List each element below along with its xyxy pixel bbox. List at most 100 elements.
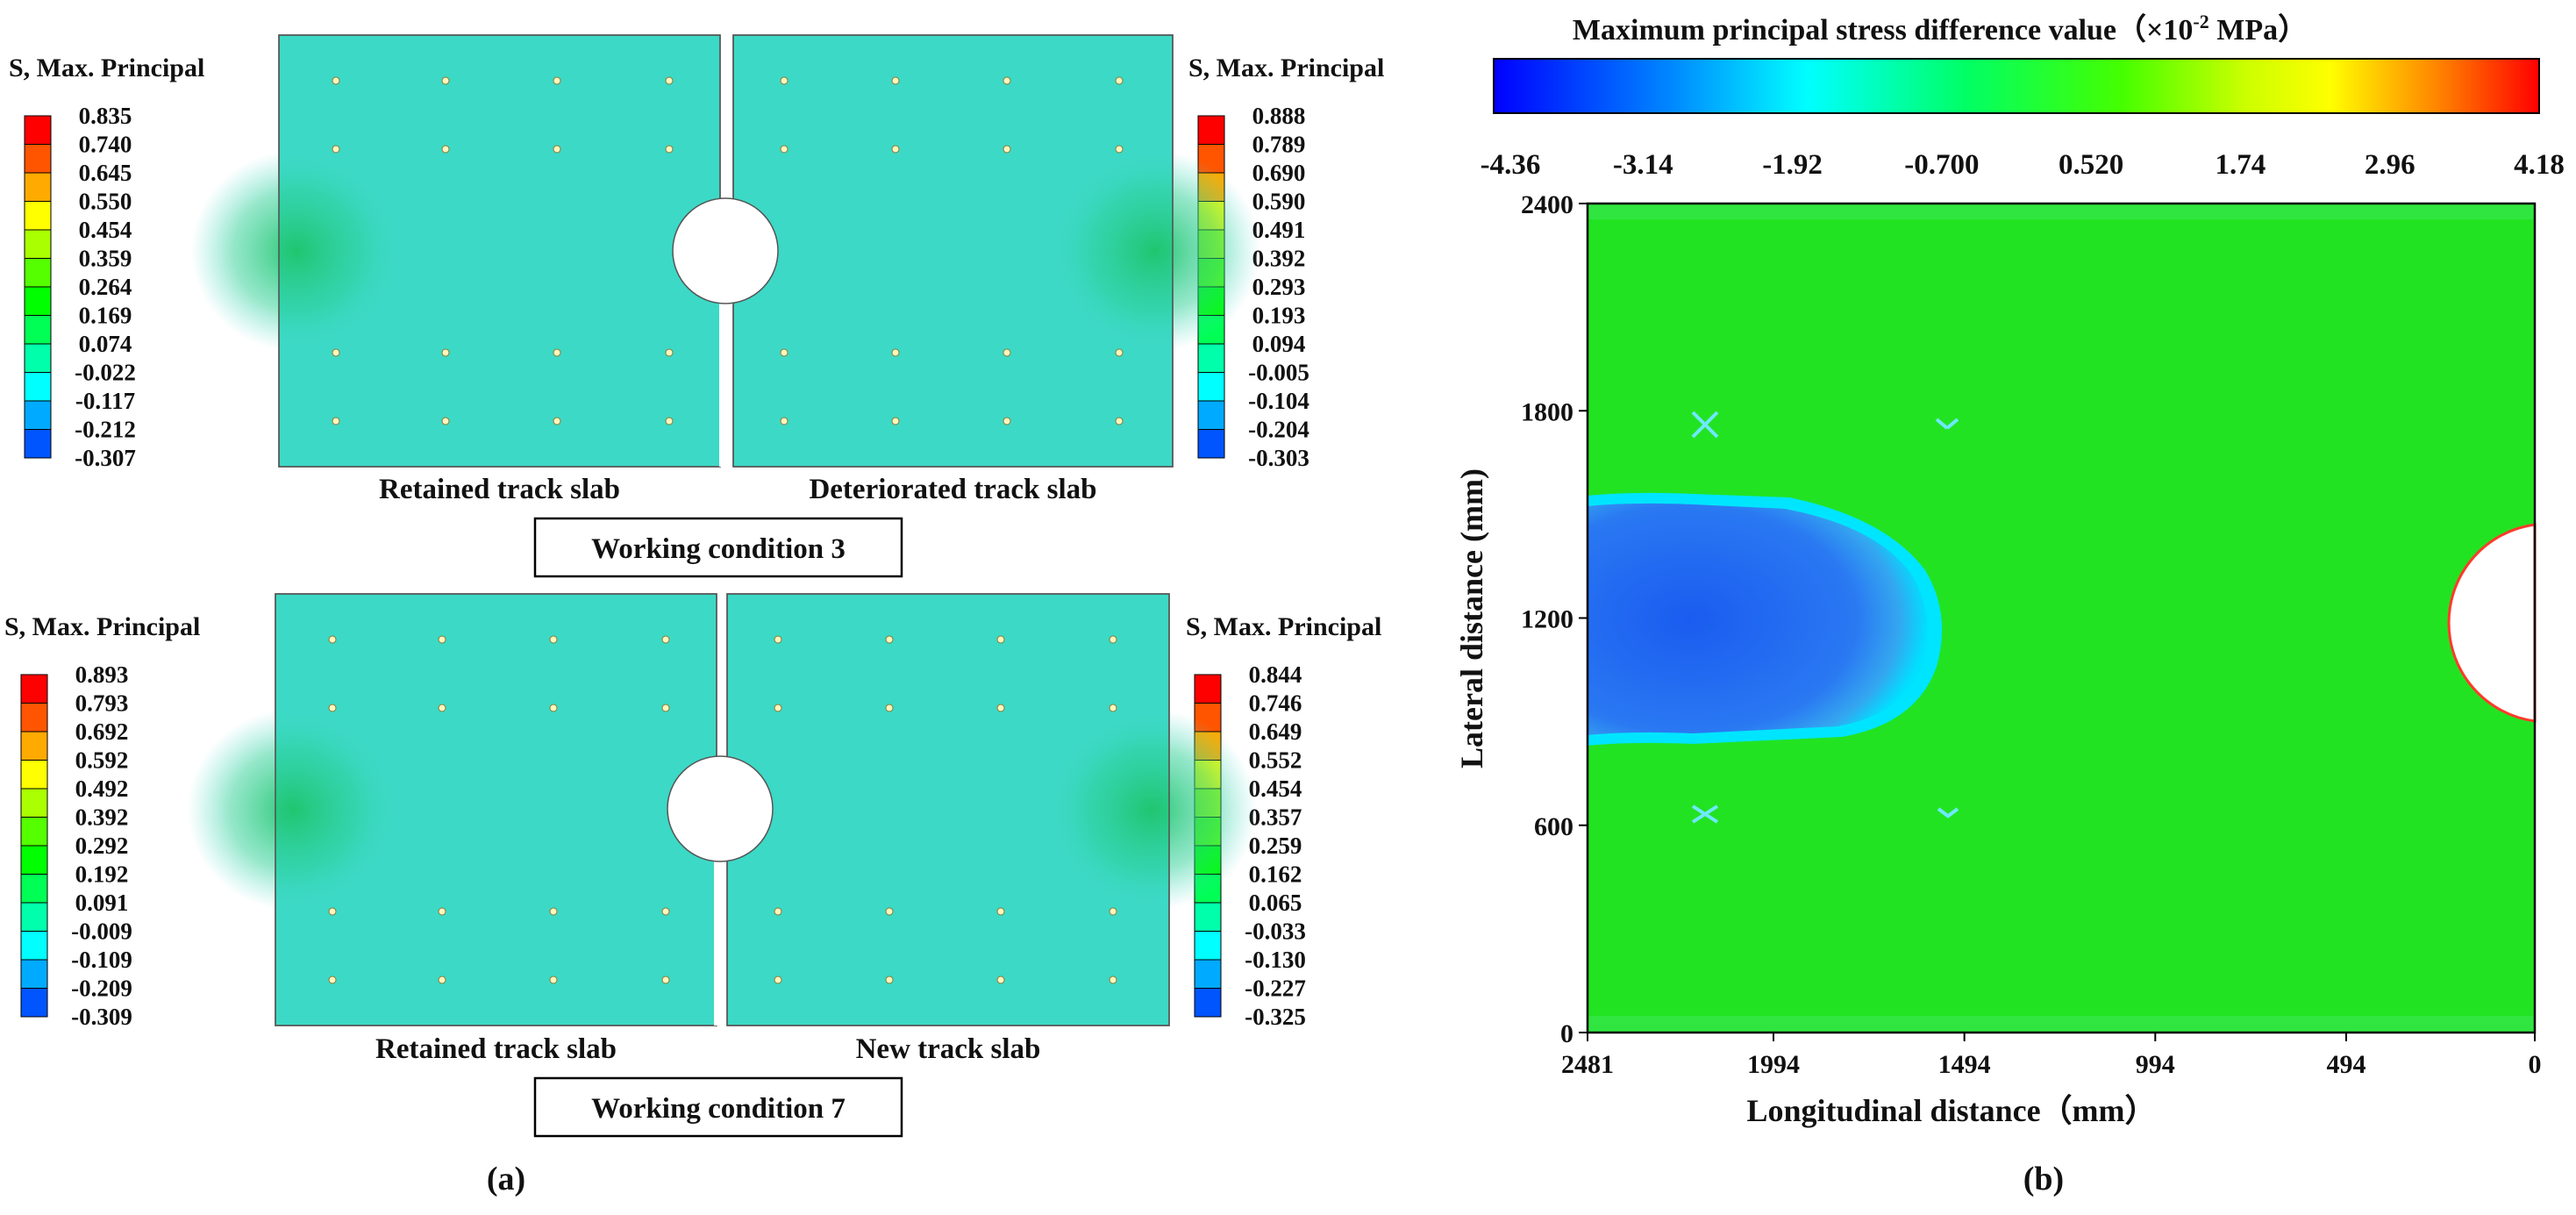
legend-value: 0.692 — [75, 718, 129, 745]
slab-label: Retained track slab — [375, 1033, 617, 1065]
x-tick-label: 1994 — [1747, 1050, 1800, 1079]
anchor-point — [891, 76, 900, 85]
anchor-point — [549, 907, 558, 916]
legend-swatch — [24, 115, 52, 145]
anchor-point — [780, 417, 788, 425]
anchor-point — [549, 976, 558, 984]
anchor-point — [438, 704, 446, 712]
y-tick-label: 600 — [1534, 812, 1573, 841]
anchor-point — [553, 417, 561, 425]
panel-a-label: (a) — [487, 1161, 525, 1197]
anchor-point — [996, 704, 1005, 712]
edge-band-bottom — [1588, 1016, 2535, 1033]
anchor-point — [780, 76, 788, 85]
anchor-point — [332, 145, 340, 154]
colorbar-title-exponent: -2 — [2193, 11, 2209, 32]
x-tick-label: 1494 — [1938, 1050, 1991, 1079]
condition-group: S, Max. Principal0.8350.7400.6450.5500.4… — [9, 34, 1384, 578]
legend-swatch — [24, 286, 52, 316]
anchor-point — [441, 417, 450, 425]
y-tick-label: 0 — [1560, 1019, 1573, 1048]
legend-value: -0.209 — [71, 976, 132, 1002]
colorbar-title-main: Maximum principal stress difference valu… — [1573, 12, 2194, 46]
anchor-point — [774, 704, 782, 712]
legend-value: 0.690 — [1252, 160, 1306, 186]
colorbar-tick-label: -3.14 — [1613, 149, 1673, 181]
x-axis-label: Longitudinal distance（mm） — [1746, 1093, 2156, 1128]
legend-value: 0.169 — [79, 303, 132, 329]
anchor-point — [996, 976, 1005, 984]
anchor-point — [1109, 704, 1117, 712]
legend-value: -0.005 — [1248, 360, 1309, 386]
legend-swatch — [20, 674, 48, 704]
legend-value: -0.104 — [1248, 388, 1309, 414]
legend-value: 0.454 — [79, 217, 132, 243]
legend-value: 0.835 — [79, 103, 132, 129]
legend-value: -0.033 — [1245, 918, 1306, 945]
anchor-point — [438, 976, 446, 984]
slab-right — [732, 34, 1260, 468]
legend-value: 0.091 — [75, 890, 129, 916]
anchor-point — [774, 635, 782, 644]
anchor-point — [665, 417, 674, 425]
legend-swatch — [24, 229, 52, 259]
legend-value: -0.117 — [75, 388, 135, 414]
legend-swatch — [20, 874, 48, 904]
legend-swatch — [24, 372, 52, 402]
legend-swatch — [1197, 429, 1225, 459]
anchor-point — [661, 704, 670, 712]
x-tick-label: 994 — [2136, 1050, 2175, 1079]
slab-label: Retained track slab — [379, 474, 620, 505]
colorbar-tick-label: 2.96 — [2365, 149, 2415, 181]
legend-title: S, Max. Principal — [1188, 54, 1384, 82]
legend-value: -0.307 — [75, 445, 136, 471]
legend-value: 0.264 — [79, 274, 132, 300]
legend-value: 0.293 — [1252, 274, 1306, 300]
slab-label: Deteriorated track slab — [809, 474, 1096, 505]
stress-zone — [1046, 709, 1257, 911]
legend-value: 0.592 — [75, 747, 129, 774]
slab-joint — [719, 300, 731, 467]
anchor-point — [438, 635, 446, 644]
anchor-point — [1003, 145, 1011, 154]
legend-value: 0.292 — [75, 833, 129, 859]
legend-value: -0.325 — [1245, 1004, 1306, 1030]
stress-zone — [188, 709, 398, 911]
anchor-point — [553, 145, 561, 154]
condition-label: Working condition 7 — [591, 1093, 846, 1125]
anchor-point — [996, 907, 1005, 916]
x-tick-label: 2481 — [1561, 1050, 1614, 1079]
colorbar — [1493, 58, 2540, 114]
colorbar-tick-label: 4.18 — [2514, 149, 2565, 181]
anchor-point — [441, 76, 450, 85]
anchor-point — [328, 976, 337, 984]
legend-swatch — [20, 931, 48, 961]
legend-swatch — [1194, 674, 1222, 704]
legend-value: -0.109 — [71, 947, 132, 973]
legend-value: 0.552 — [1249, 747, 1302, 774]
legend-swatch — [24, 258, 52, 288]
legend-swatch — [20, 788, 48, 818]
anchor-point — [1115, 145, 1124, 154]
legend-value: 0.645 — [79, 160, 132, 186]
legend-value: 0.844 — [1249, 661, 1302, 688]
colorbar-ticks: -4.36 -3.14 -1.92 -0.700 0.520 1.74 2.96 4.18 — [1481, 149, 2565, 181]
anchor-point — [661, 976, 670, 984]
legend-value: 0.359 — [79, 246, 132, 272]
anchor-point — [885, 635, 894, 644]
colorbar-title: Maximum principal stress difference valu… — [1573, 11, 2308, 46]
anchor-point — [665, 145, 674, 154]
legend-value: -0.009 — [71, 918, 132, 945]
anchor-point — [1003, 76, 1011, 85]
legend-value: -0.204 — [1248, 417, 1309, 443]
legend-value: 0.550 — [79, 189, 132, 215]
anchor-point — [891, 348, 900, 357]
legend-swatch — [1197, 115, 1225, 145]
anchor-point — [332, 417, 340, 425]
legend-value: 0.392 — [1252, 246, 1306, 272]
colorbar-tick-label: -4.36 — [1481, 149, 1541, 181]
anchor-marker — [1937, 807, 1959, 818]
legend-swatch — [20, 845, 48, 875]
legend-title: S, Max. Principal — [1186, 612, 1381, 641]
